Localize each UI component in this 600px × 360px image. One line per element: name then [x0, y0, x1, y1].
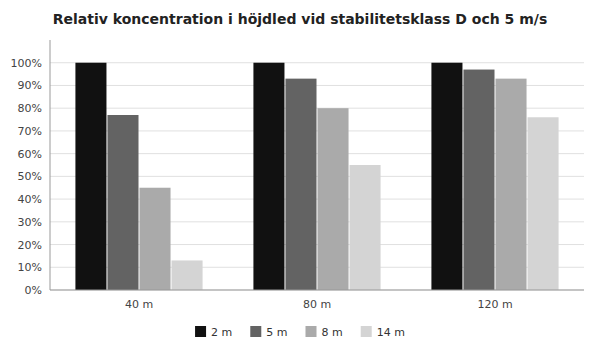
y-tick-label: 40% — [18, 193, 42, 206]
legend: 2 m 5 m 8 m 14 m — [195, 326, 405, 339]
legend-item: 5 m — [250, 326, 287, 339]
x-tick-label: 120 m — [477, 298, 512, 311]
legend-label: 14 m — [377, 326, 405, 339]
bar — [431, 63, 462, 290]
x-tick-label: 80 m — [303, 298, 331, 311]
grid-line — [50, 290, 584, 291]
x-axis-line — [50, 290, 584, 291]
y-tick-label: 100% — [11, 57, 42, 70]
y-tick-label: 0% — [25, 284, 42, 297]
page: {"chart_data": {"type": "bar", "title": … — [0, 0, 600, 360]
bar — [285, 79, 316, 290]
x-axis: 40 m 80 m 120 m — [50, 290, 584, 311]
y-tick-label: 90% — [18, 79, 42, 92]
bar — [253, 63, 284, 290]
x-tick-label: 40 m — [125, 298, 153, 311]
y-tick-label: 50% — [18, 170, 42, 183]
grid — [50, 63, 584, 290]
y-tick-label: 60% — [18, 148, 42, 161]
y-axis-line — [50, 40, 51, 290]
title: Relativ koncentration i höjdled vid stab… — [53, 11, 547, 27]
bar — [107, 115, 138, 290]
legend-item: 8 m — [306, 326, 343, 339]
y-tick-label: 70% — [18, 125, 42, 138]
legend-item: 14 m — [361, 326, 405, 339]
chart: Relativ koncentration i höjdled vid stab… — [0, 0, 600, 360]
grid-line — [50, 62, 584, 63]
bar — [528, 117, 559, 290]
bar — [172, 260, 203, 290]
bar — [463, 70, 494, 290]
bar — [75, 63, 106, 290]
bar — [140, 188, 171, 290]
y-tick-label: 80% — [18, 102, 42, 115]
bar — [318, 108, 349, 290]
bars — [75, 63, 558, 290]
legend-swatch — [250, 326, 261, 337]
legend-swatch — [306, 326, 317, 337]
bar — [350, 165, 381, 290]
legend-swatch — [195, 326, 206, 337]
legend-label: 5 m — [266, 326, 287, 339]
legend-item: 2 m — [195, 326, 232, 339]
y-tick-label: 10% — [18, 261, 42, 274]
y-tick-label: 30% — [18, 216, 42, 229]
y-tick-label: 20% — [18, 239, 42, 252]
bar — [496, 79, 527, 290]
y-axis: 0% 10% 20% 30% 40% 50% 60% 70% 80% 90% 100% — [11, 40, 50, 297]
legend-label: 2 m — [211, 326, 232, 339]
legend-label: 8 m — [322, 326, 343, 339]
legend-swatch — [361, 326, 372, 337]
